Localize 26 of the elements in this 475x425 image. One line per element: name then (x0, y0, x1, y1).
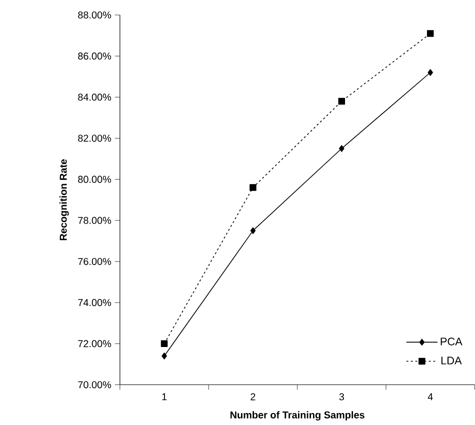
point (428, 69, 433, 76)
y-tick-label: 86.00% (78, 52, 112, 60)
x-tick-label: 4 (428, 393, 433, 400)
y-axis-title: Recognition Rate (59, 159, 69, 240)
x-tick-label: 2 (250, 393, 256, 400)
y-tick-label: 74.00% (78, 299, 112, 306)
y-tick-label: 70.00% (78, 381, 112, 388)
point (160, 340, 168, 348)
y-tick-label: 72.00% (78, 340, 112, 348)
y-tick-label: 80.00% (78, 176, 112, 183)
point (426, 30, 434, 37)
point (338, 98, 346, 105)
point (250, 227, 256, 234)
x-axis-title: Number of Training Samples (230, 411, 364, 421)
y-tick-label: 88.00% (78, 12, 112, 19)
y-tick-label: 84.00% (78, 94, 112, 101)
point (162, 352, 167, 360)
x-tick-label: 3 (339, 393, 344, 400)
x-tick-label: 1 (162, 393, 167, 400)
point (339, 145, 344, 152)
y-tick-label: 82.00% (78, 134, 112, 142)
y-tick-label: 76.00% (78, 258, 112, 266)
legend-label: LDA (441, 356, 462, 364)
point (250, 184, 256, 192)
y-tick-label: 78.00% (78, 217, 112, 224)
legend-label: PCA (440, 338, 462, 346)
